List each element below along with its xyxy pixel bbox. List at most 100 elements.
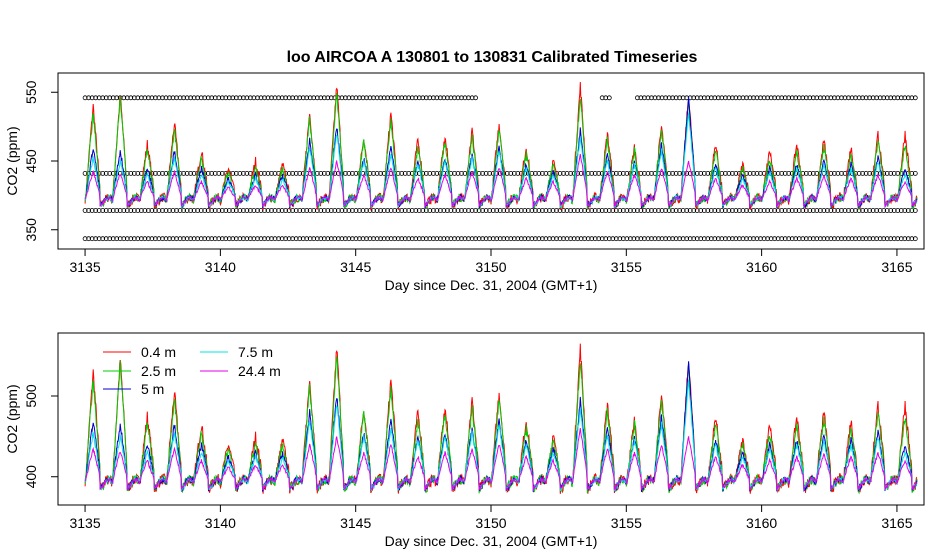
calibration-marker bbox=[103, 208, 109, 213]
calibration-marker bbox=[434, 170, 440, 176]
calibration-marker bbox=[624, 170, 630, 176]
calibration-marker bbox=[107, 236, 113, 242]
calibration-marker bbox=[635, 95, 640, 101]
calibration-marker bbox=[286, 208, 292, 213]
calibration-marker bbox=[691, 236, 697, 242]
legend-label: 5 m bbox=[141, 381, 164, 397]
calibration-marker bbox=[184, 236, 190, 242]
calibration-marker bbox=[293, 170, 299, 176]
calibration-marker bbox=[832, 170, 837, 176]
calibration-marker bbox=[469, 208, 475, 213]
calibration-marker bbox=[807, 208, 813, 213]
calibration-marker bbox=[279, 208, 285, 213]
calibration-marker bbox=[673, 208, 679, 213]
calibration-marker bbox=[884, 170, 890, 176]
calibration-marker bbox=[554, 208, 559, 213]
calibration-marker bbox=[740, 208, 746, 213]
calibration-marker bbox=[645, 95, 651, 101]
calibration-marker bbox=[589, 170, 595, 176]
calibration-marker bbox=[444, 208, 450, 213]
calibration-marker bbox=[754, 170, 760, 176]
calibration-marker bbox=[258, 95, 264, 101]
calibration-marker bbox=[342, 95, 348, 101]
calibration-marker bbox=[863, 208, 869, 213]
calibration-marker bbox=[420, 236, 426, 242]
calibration-marker bbox=[543, 236, 549, 242]
calibration-marker bbox=[160, 236, 165, 242]
calibration-marker bbox=[529, 208, 535, 213]
calibration-marker bbox=[670, 170, 675, 176]
calibration-marker bbox=[124, 236, 130, 242]
calibration-marker bbox=[262, 170, 267, 176]
calibration-marker bbox=[870, 208, 876, 213]
calibration-marker bbox=[346, 95, 352, 101]
calibration-marker bbox=[715, 236, 721, 242]
calibration-marker bbox=[596, 208, 602, 213]
calibration-marker bbox=[825, 208, 830, 213]
y-tick-label: 400 bbox=[23, 465, 39, 489]
calibration-marker bbox=[786, 170, 792, 176]
calibration-marker bbox=[434, 208, 440, 213]
calibration-marker bbox=[687, 236, 693, 242]
calibration-marker bbox=[462, 236, 468, 242]
calibration-marker bbox=[152, 170, 158, 176]
calibration-marker bbox=[515, 170, 521, 176]
calibration-marker bbox=[726, 208, 732, 213]
calibration-marker bbox=[381, 95, 387, 101]
calibration-marker bbox=[181, 170, 187, 176]
calibration-marker bbox=[673, 170, 679, 176]
calibration-marker bbox=[737, 236, 742, 242]
calibration-marker bbox=[818, 236, 823, 242]
calibration-marker bbox=[828, 95, 834, 101]
calibration-marker bbox=[673, 95, 679, 101]
calibration-marker bbox=[670, 95, 675, 101]
calibration-marker bbox=[198, 236, 204, 242]
calibration-marker bbox=[902, 208, 908, 213]
calibration-marker bbox=[142, 236, 148, 242]
calibration-marker bbox=[694, 236, 700, 242]
calibration-marker bbox=[638, 95, 644, 101]
calibration-marker bbox=[318, 236, 324, 242]
chart-title: loo AIRCOA A 130801 to 130831 Calibrated… bbox=[287, 49, 698, 66]
calibration-marker bbox=[240, 95, 246, 101]
calibration-marker bbox=[754, 208, 760, 213]
calibration-marker bbox=[223, 95, 229, 101]
calibration-marker bbox=[413, 95, 419, 101]
calibration-marker bbox=[782, 208, 788, 213]
calibration-marker bbox=[592, 236, 598, 242]
calibration-marker bbox=[617, 170, 623, 176]
calibration-marker bbox=[181, 208, 187, 213]
calibration-marker bbox=[357, 95, 362, 101]
calibration-marker bbox=[473, 208, 479, 213]
calibration-marker bbox=[262, 236, 267, 242]
calibration-marker bbox=[723, 208, 728, 213]
calibration-marker bbox=[747, 170, 753, 176]
x-tick-label: 3150 bbox=[475, 259, 506, 275]
calibration-marker bbox=[656, 208, 661, 213]
calibration-marker bbox=[888, 236, 894, 242]
calibration-marker bbox=[810, 236, 816, 242]
calibration-marker bbox=[737, 95, 742, 101]
x-tick-label: 3155 bbox=[611, 515, 642, 531]
calibration-marker bbox=[663, 95, 668, 101]
calibration-marker bbox=[452, 95, 457, 101]
calibration-marker bbox=[810, 208, 816, 213]
top-axes: 3135 3140 3145 3150 3155 3160 3165 350 450 550 bbox=[23, 80, 913, 275]
calibration-marker bbox=[135, 236, 141, 242]
calibration-marker bbox=[441, 208, 447, 213]
calibration-marker bbox=[335, 208, 341, 213]
calibration-marker bbox=[853, 95, 858, 101]
calibration-marker bbox=[321, 208, 327, 213]
calibration-marker bbox=[416, 170, 422, 176]
calibration-marker bbox=[726, 236, 732, 242]
calibration-marker bbox=[300, 236, 306, 242]
calibration-marker bbox=[378, 170, 384, 176]
bottom-axes: 3135 3140 3145 3150 3155 3160 3165 400 500 bbox=[23, 384, 913, 531]
calibration-marker bbox=[599, 208, 605, 213]
calibration-marker bbox=[255, 236, 260, 242]
calibration-marker bbox=[737, 208, 742, 213]
calibration-marker bbox=[184, 208, 190, 213]
calibration-marker bbox=[441, 236, 447, 242]
calibration-marker bbox=[793, 95, 799, 101]
calibration-marker bbox=[694, 95, 700, 101]
